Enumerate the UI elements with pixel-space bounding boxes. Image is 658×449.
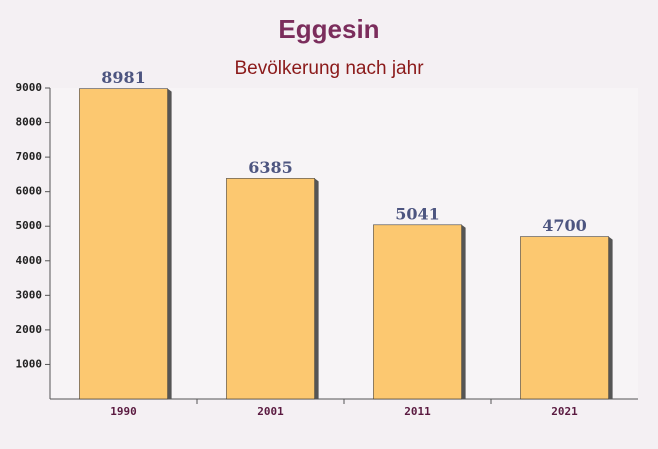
y-tick-label: 3000 [16, 288, 43, 301]
chart-subtitle: Bevölkerung nach jahr [234, 58, 424, 79]
bar [226, 178, 315, 400]
y-tick-label: 2000 [16, 323, 43, 336]
value-label: 4700 [542, 216, 587, 235]
y-tick-label: 6000 [16, 185, 43, 198]
y-tick-label: 7000 [16, 150, 43, 163]
x-tick-label: 2011 [404, 405, 431, 418]
bar [373, 224, 462, 400]
y-tick-label: 8000 [16, 116, 43, 129]
x-tick-label: 1990 [110, 405, 137, 418]
value-label: 6385 [248, 158, 293, 177]
bar [79, 88, 168, 400]
bar [520, 236, 609, 400]
y-tick-label: 1000 [16, 357, 43, 370]
x-tick-label: 2001 [257, 405, 284, 418]
bar-shadow [167, 88, 172, 399]
y-tick-label: 4000 [16, 254, 43, 267]
y-tick-label: 5000 [16, 219, 43, 232]
value-label: 5041 [395, 204, 440, 223]
y-tick-label: 9000 [16, 81, 43, 94]
x-tick-label: 2021 [551, 405, 578, 418]
bar-shadow [608, 236, 613, 399]
chart-title: Eggesin [278, 14, 379, 44]
bar-shadow [461, 224, 466, 399]
value-label: 8981 [101, 68, 146, 87]
bar-shadow [314, 178, 319, 399]
